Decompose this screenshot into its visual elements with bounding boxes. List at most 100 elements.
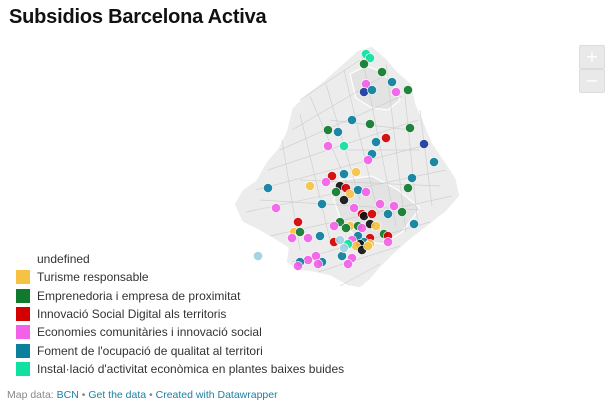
datawrapper-link[interactable]: Created with Datawrapper <box>155 389 278 401</box>
subsidy-marker[interactable] <box>365 119 375 129</box>
subsidy-marker[interactable] <box>429 157 439 167</box>
subsidy-marker[interactable] <box>345 189 355 199</box>
subsidy-marker[interactable] <box>409 219 419 229</box>
subsidy-marker[interactable] <box>377 67 387 77</box>
subsidy-marker[interactable] <box>375 199 385 209</box>
legend: undefined Turisme responsable Emprenedor… <box>16 251 344 378</box>
subsidy-marker[interactable] <box>405 123 415 133</box>
subsidy-marker[interactable] <box>397 207 407 217</box>
legend-label: Instal·lació d'activitat econòmica en pl… <box>37 362 345 377</box>
street-line <box>255 143 431 191</box>
subsidy-marker[interactable] <box>407 173 417 183</box>
subsidy-marker[interactable] <box>335 235 345 245</box>
subsidy-marker[interactable] <box>389 201 399 211</box>
legend-item-foment-ocupacio: Foment de l'ocupació de qualitat al terr… <box>16 342 344 360</box>
subsidy-marker[interactable] <box>383 209 393 219</box>
street-line <box>279 95 403 151</box>
street-line <box>343 69 379 215</box>
street-line <box>299 59 361 101</box>
subsidy-marker[interactable] <box>305 181 315 191</box>
subsidy-marker[interactable] <box>349 203 359 213</box>
subsidy-marker[interactable] <box>359 87 369 97</box>
subsidy-marker[interactable] <box>333 127 343 137</box>
subsidy-marker[interactable] <box>339 195 349 205</box>
footer-prefix: Map data: <box>7 389 57 401</box>
legend-label: Foment de l'ocupació de qualitat al terr… <box>37 343 263 358</box>
subsidy-marker[interactable] <box>391 87 401 97</box>
subsidy-marker[interactable] <box>381 133 391 143</box>
subsidy-marker[interactable] <box>365 53 375 63</box>
subsidy-marker[interactable] <box>363 241 373 251</box>
legend-swatch <box>16 270 30 285</box>
subsidy-marker[interactable] <box>253 251 263 261</box>
legend-swatch <box>16 325 30 340</box>
subsidy-marker[interactable] <box>323 125 333 135</box>
subsidy-marker[interactable] <box>367 85 377 95</box>
legend-item-economies-comunitaries: Economies comunitàries i innovació socia… <box>16 323 344 341</box>
street-line <box>419 109 433 207</box>
subsidy-marker[interactable] <box>383 237 393 247</box>
subsidy-marker[interactable] <box>293 217 303 227</box>
subsidy-marker[interactable] <box>363 155 373 165</box>
legend-item-plantes-baixes: Instal·lació d'activitat econòmica en pl… <box>16 360 344 378</box>
legend-item-emprenedoria: Emprenedoria i empresa de proximitat <box>16 286 344 304</box>
subsidy-marker[interactable] <box>339 169 349 179</box>
subsidy-marker[interactable] <box>329 221 339 231</box>
subsidy-marker[interactable] <box>351 167 361 177</box>
subsidy-marker[interactable] <box>347 115 357 125</box>
zoom-in-button[interactable]: + <box>579 45 605 69</box>
subsidy-marker[interactable] <box>327 171 337 181</box>
subsidy-marker[interactable] <box>387 77 397 87</box>
subsidy-marker[interactable] <box>287 233 297 243</box>
footer-separator: • <box>78 389 89 401</box>
legend-swatch <box>16 362 30 377</box>
subsidy-marker[interactable] <box>339 141 349 151</box>
legend-label: Emprenedoria i empresa de proximitat <box>37 288 241 303</box>
subsidy-marker[interactable] <box>331 187 341 197</box>
zoom-out-button[interactable]: − <box>579 69 605 93</box>
street-line <box>299 113 331 241</box>
subsidy-marker[interactable] <box>313 259 323 269</box>
subsidy-marker[interactable] <box>361 187 371 197</box>
subsidy-marker[interactable] <box>295 227 305 237</box>
footer: Map data: BCN • Get the data • Created w… <box>7 389 278 401</box>
subsidy-marker[interactable] <box>357 223 367 233</box>
subsidy-marker[interactable] <box>343 259 353 269</box>
legend-item-turisme: Turisme responsable <box>16 268 344 286</box>
street-line <box>403 85 419 227</box>
subsidy-marker[interactable] <box>403 183 413 193</box>
subsidy-marker[interactable] <box>293 261 303 271</box>
subsidy-marker[interactable] <box>403 85 413 95</box>
legend-label: Economies comunitàries i innovació socia… <box>37 325 262 340</box>
subsidy-marker[interactable] <box>359 211 369 221</box>
subsidy-marker[interactable] <box>341 223 351 233</box>
subsidy-marker[interactable] <box>371 221 381 231</box>
footer-separator: • <box>146 389 156 401</box>
legend-items: Turisme responsable Emprenedoria i empre… <box>16 268 344 378</box>
subsidy-marker[interactable] <box>271 203 281 213</box>
legend-swatch <box>16 306 30 321</box>
legend-swatch <box>16 343 30 358</box>
subsidy-marker[interactable] <box>303 233 313 243</box>
street-line <box>385 63 407 233</box>
subsidy-marker[interactable] <box>419 139 429 149</box>
legend-label: Innovació Social Digital als territoris <box>37 306 227 321</box>
subsidy-marker[interactable] <box>359 59 369 69</box>
page-title: Subsidios Barcelona Activa <box>9 6 267 28</box>
source-link[interactable]: BCN <box>56 389 79 401</box>
subsidy-marker[interactable] <box>263 183 273 193</box>
subsidy-marker[interactable] <box>321 177 331 187</box>
subsidy-marker[interactable] <box>315 231 325 241</box>
subsidy-markers <box>253 49 439 271</box>
subsidy-marker[interactable] <box>317 199 327 209</box>
subsidy-marker[interactable] <box>339 243 349 253</box>
subsidy-marker[interactable] <box>323 141 333 151</box>
legend-item-innovacio-digital: Innovació Social Digital als territoris <box>16 305 344 323</box>
legend-header: undefined <box>37 252 90 266</box>
street-line <box>339 263 381 287</box>
legend-label: Turisme responsable <box>37 270 149 285</box>
subsidy-marker[interactable] <box>367 209 377 219</box>
subsidy-marker[interactable] <box>371 137 381 147</box>
get-data-link[interactable]: Get the data <box>88 389 147 401</box>
